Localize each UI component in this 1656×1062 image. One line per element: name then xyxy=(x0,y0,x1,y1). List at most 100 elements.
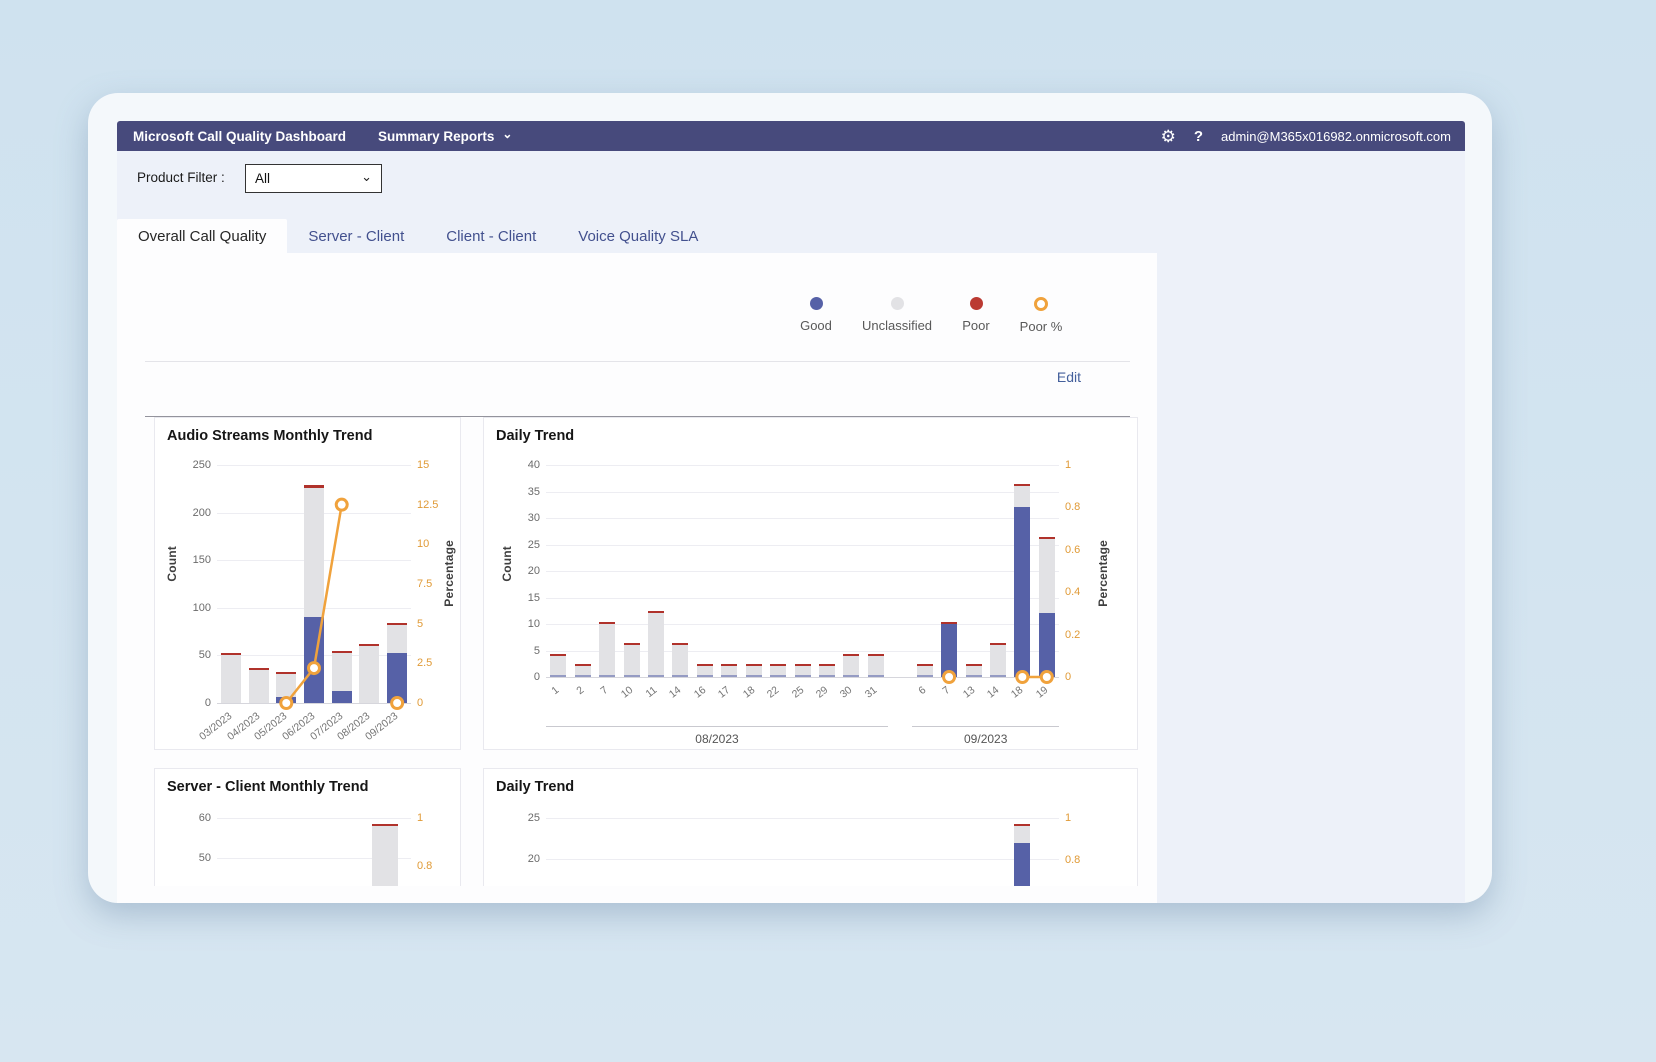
bar-poor xyxy=(745,664,762,667)
help-icon[interactable]: ? xyxy=(1193,127,1204,145)
month-axis-line xyxy=(912,726,1059,727)
bar-good-baseline xyxy=(599,675,616,677)
y2-axis-tick: 1 xyxy=(417,812,424,824)
bar-poor xyxy=(387,622,408,625)
bar-poor xyxy=(941,622,958,624)
y-axis-tick: 40 xyxy=(527,459,540,471)
bar-unclassified xyxy=(387,624,408,653)
x-axis-label: 22 xyxy=(764,684,782,701)
x-axis-label: 7 xyxy=(940,684,953,698)
x-axis-label: 18 xyxy=(740,684,758,701)
bar-unclassified xyxy=(248,669,269,703)
y-axis-tick: 30 xyxy=(527,512,540,524)
bar-good-baseline xyxy=(770,675,787,677)
y2-axis-tick: 0.2 xyxy=(1065,628,1081,641)
bar-unclassified xyxy=(647,613,664,677)
product-filter-label: Product Filter : xyxy=(137,170,225,185)
bar-poor xyxy=(359,643,380,646)
x-axis-label: 1 xyxy=(549,684,562,698)
bar-unclassified xyxy=(599,624,616,677)
y-axis-tick: 0 xyxy=(533,671,540,683)
bar-unclassified xyxy=(1014,826,1030,843)
bar-poor xyxy=(372,824,398,826)
bar-unclassified xyxy=(745,666,762,677)
bar-unclassified xyxy=(550,655,567,677)
y-axis-tick: 50 xyxy=(198,852,211,864)
product-filter-select[interactable]: All ⌄ xyxy=(245,164,382,193)
bar-good xyxy=(304,617,324,703)
gridline xyxy=(546,818,1059,819)
bar-poor xyxy=(248,667,269,670)
divider xyxy=(145,416,1130,417)
tab-overall-call-quality[interactable]: Overall Call Quality xyxy=(117,219,288,253)
good-dot-icon xyxy=(809,297,823,310)
divider xyxy=(145,361,1130,362)
bar-unclassified xyxy=(574,666,591,677)
bar-unclassified xyxy=(359,645,380,703)
legend-item-unclassified: Unclassified xyxy=(845,297,949,333)
gridline xyxy=(546,465,1059,466)
bar-poor xyxy=(916,664,933,667)
bar-unclassified xyxy=(770,666,787,677)
bar-unclassified xyxy=(1014,486,1031,508)
gridline xyxy=(546,571,1059,572)
edit-link[interactable]: Edit xyxy=(1056,369,1081,385)
y2-axis-tick: 7.5 xyxy=(417,578,433,590)
bar-good-baseline xyxy=(672,675,689,677)
gridline xyxy=(546,518,1059,519)
x-axis-label: 7 xyxy=(598,684,611,698)
legend-item-good: Good xyxy=(764,297,868,333)
gridline xyxy=(546,597,1059,599)
bar-poor xyxy=(1014,824,1030,827)
y-axis-tick: 150 xyxy=(192,554,211,567)
bar-unclassified xyxy=(721,666,738,677)
x-axis-label: 6 xyxy=(916,684,929,698)
bar-poor xyxy=(818,664,835,667)
y2-axis-tick: 12.5 xyxy=(417,498,439,511)
y2-axis-tick: 0 xyxy=(1065,671,1072,683)
nav-summary-reports[interactable]: Summary Reports ⌄ xyxy=(378,127,513,144)
y-axis-tick: 250 xyxy=(192,459,211,471)
account-email[interactable]: admin@M365x016982.onmicrosoft.com xyxy=(1221,128,1451,144)
legend-item-poor: Poor xyxy=(924,297,1028,333)
x-axis-label: 31 xyxy=(862,684,880,701)
tab-client-client[interactable]: Client - Client xyxy=(446,227,537,245)
bar-good-baseline xyxy=(965,675,982,677)
app-title: Microsoft Call Quality Dashboard xyxy=(133,128,347,144)
y2-axis-tick: 5 xyxy=(417,617,424,630)
bar-poor xyxy=(599,622,616,624)
unclassified-dot-icon xyxy=(890,297,904,310)
y-axis-title: Count xyxy=(500,546,514,582)
x-axis-label: 14 xyxy=(984,684,1002,701)
bar-unclassified xyxy=(867,655,884,677)
dashboard-window: Microsoft Call Quality Dashboard Summary… xyxy=(88,93,1492,903)
gridline xyxy=(546,491,1059,493)
bar-unclassified xyxy=(623,645,640,677)
y-axis-tick: 5 xyxy=(533,644,540,657)
settings-gear-icon[interactable]: ⚙ xyxy=(1160,126,1176,146)
chevron-down-icon: ⌄ xyxy=(361,169,372,184)
bar-unclassified xyxy=(672,645,689,677)
bar-good-baseline xyxy=(867,675,884,677)
tab-server-client[interactable]: Server - Client xyxy=(308,227,405,245)
chevron-down-icon: ⌄ xyxy=(502,127,513,141)
bar-unclassified xyxy=(304,487,324,618)
bar-good xyxy=(276,697,297,703)
bar-poor xyxy=(647,611,664,614)
y2-axis-tick: 2.5 xyxy=(417,657,433,670)
topbar-right: ⚙ ? admin@M365x016982.onmicrosoft.com xyxy=(1161,128,1451,145)
y2-axis-title: Percentage xyxy=(1096,540,1110,607)
poor-pct-ring-icon xyxy=(1034,297,1048,311)
bar-poor xyxy=(1038,537,1055,540)
gridline xyxy=(546,677,1059,678)
bar-poor xyxy=(867,653,884,656)
y-axis-tick: 25 xyxy=(527,538,540,551)
gridline xyxy=(546,859,1059,860)
y-axis-tick: 200 xyxy=(192,506,211,519)
bar-unclassified xyxy=(1038,539,1055,614)
bar-good-baseline xyxy=(794,675,811,677)
x-axis-label: 10 xyxy=(618,684,635,701)
y2-axis-tick: 0.8 xyxy=(1065,854,1081,866)
bar-poor xyxy=(989,643,1006,646)
tab-voice-quality-sla[interactable]: Voice Quality SLA xyxy=(578,227,699,245)
